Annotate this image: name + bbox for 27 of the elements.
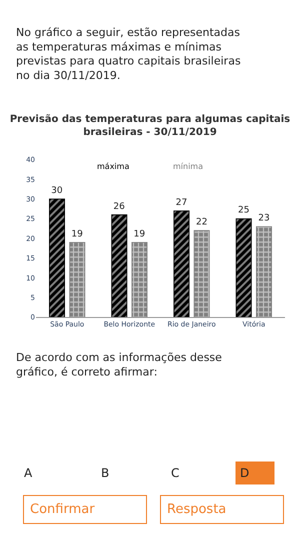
data-label: 22 [196,218,208,228]
data-label: 19 [134,229,146,240]
bar [174,210,190,318]
text: máxima [97,162,130,171]
bar [236,218,252,318]
text: A [24,466,33,480]
data-label: 30 [51,186,63,196]
text: D [240,466,250,480]
bar [49,198,65,318]
data-label: 25 [238,206,250,216]
text: Confirmar [30,502,96,517]
text: C [171,466,180,480]
text: B [101,466,110,480]
text: No gráfico a seguir, estão representadas as temperaturas máximas e mínimas previstas para quatro capitais brasileiras no dia 30/11/2019. [16,26,241,82]
data-label: 27 [176,198,188,208]
chart-title: Previsão das temperaturas para algumas capitais brasileiras - 30/11/2019 [10,114,290,138]
data-label: 19 [71,229,84,240]
data-label: 23 [258,214,270,224]
bar [69,242,86,318]
bar [256,226,272,318]
text: Resposta [167,502,226,517]
data-label: 26 [113,202,126,212]
text: De acordo com as informações desse gráfico, é correto afirmar: [16,351,222,378]
bar [194,230,210,318]
bar [111,214,128,318]
bar [132,242,148,318]
text: mínima [173,162,204,171]
